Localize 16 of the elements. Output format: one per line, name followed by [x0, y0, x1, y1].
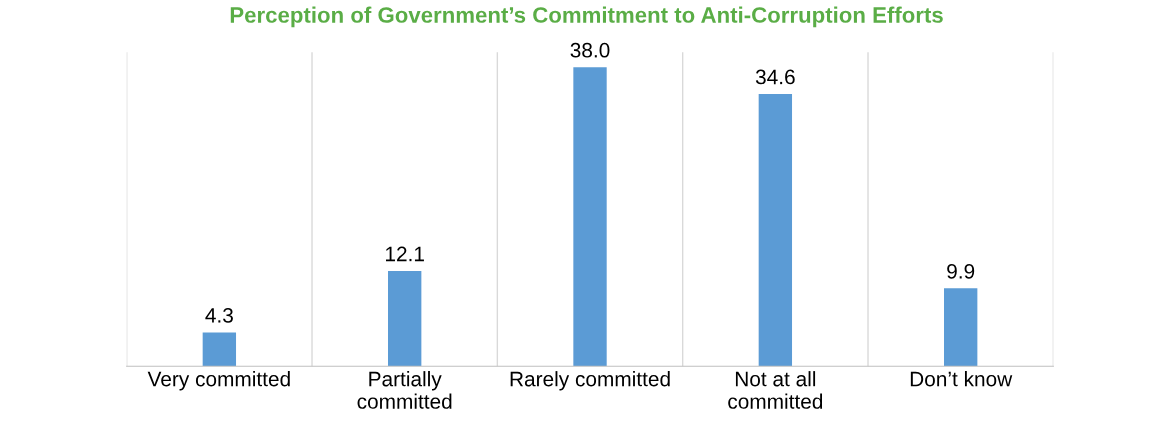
x-tick-label: Very committed [147, 371, 290, 391]
bar [758, 94, 793, 367]
bar [944, 288, 978, 367]
x-tick-label: Not at all committed [728, 371, 823, 409]
chart-title: Perception of Government’s Commitment to Anti-Corruption Efforts [230, 6, 943, 28]
data-label: 9.9 [947, 263, 975, 279]
x-tick-label: Don’t know [910, 371, 1013, 387]
data-label: 4.3 [205, 307, 233, 323]
bar [573, 67, 607, 367]
data-label: 38.0 [570, 42, 610, 58]
data-label: 12.1 [386, 246, 424, 262]
x-tick-label: Partially committed [357, 371, 452, 409]
bar [202, 332, 237, 367]
bar [388, 271, 422, 367]
x-tick-label: Rarely committed [510, 371, 670, 391]
data-label: 34.6 [755, 69, 795, 85]
